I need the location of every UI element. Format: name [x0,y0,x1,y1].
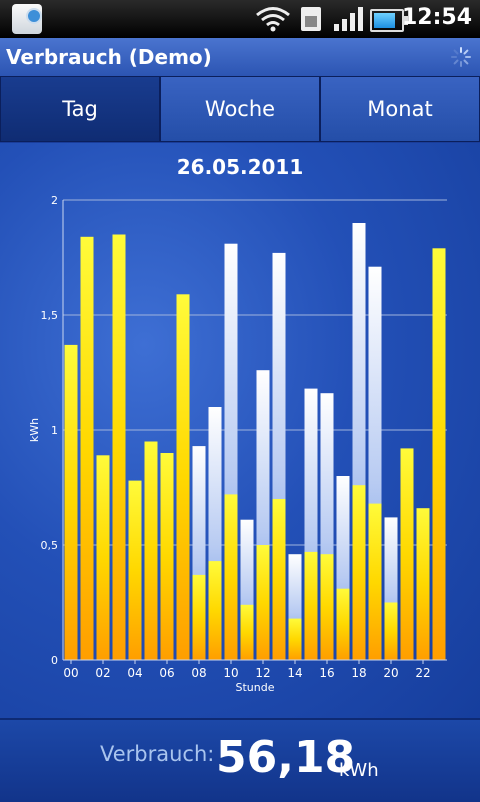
status-clock: 12:54 [401,5,472,30]
bar-primary [368,503,382,660]
status-bar: 12:54 [0,0,480,38]
bar-primary [384,602,398,660]
x-tick-label: 22 [415,666,430,680]
bar-primary [336,588,350,660]
bar-primary [400,448,414,660]
x-tick-label: 02 [95,666,110,680]
x-tick-label: 08 [191,666,206,680]
tab-monat[interactable]: Monat [320,76,480,142]
y-tick-label: 0 [51,654,58,667]
bar-primary [240,604,254,660]
app-title: Verbrauch (Demo) [6,45,212,69]
x-tick-label: 06 [159,666,174,680]
x-tick-label: 18 [351,666,366,680]
bar-primary [96,455,110,660]
chart-date: 26.05.2011 [176,155,304,179]
tab-tag[interactable]: Tag [0,76,160,142]
app-title-bar: Verbrauch (Demo) [0,38,480,77]
bar-primary [192,574,206,660]
bar-primary [64,344,78,660]
x-tick-label: 12 [255,666,270,680]
x-tick-label: 16 [319,666,334,680]
bar-primary [352,485,366,660]
total-consumption-value: 56,18 [216,732,356,783]
bar-primary [144,441,158,660]
bar-primary [416,508,430,660]
total-consumption-unit: kWh [339,760,379,781]
bar-primary [288,618,302,660]
y-axis-label: kWh [28,418,41,442]
bar-primary [112,234,126,660]
bar-primary [176,294,190,660]
spinner-icon [451,47,471,67]
signal-strength-icon [334,7,363,31]
total-consumption-label: Verbrauch: [100,742,215,766]
x-tick-label: 00 [63,666,78,680]
bar-primary [256,545,270,660]
wifi-icon [256,7,290,32]
bar-primary [320,554,334,660]
y-tick-label: 1 [51,424,58,437]
x-tick-label: 04 [127,666,142,680]
total-footer: Verbrauch: 56,18 kWh [0,718,480,802]
sim-card-icon [301,7,321,31]
x-axis-label: Stunde [236,681,275,694]
bar-primary [304,551,318,660]
chart-panel: 0 0,5 1 1,5 2 00 02 04 06 08 10 12 14 16 18 20 22 Stunde k… [0,143,480,718]
bar-primary [80,236,94,661]
y-tick-label: 1,5 [41,309,59,322]
period-tabs: Tag Woche Monat [0,76,480,142]
app-notification-icon [12,4,42,34]
y-tick-label: 2 [51,194,58,207]
bar-primary [432,248,446,661]
x-tick-label: 20 [383,666,398,680]
bar-primary [160,453,174,660]
x-tick-label: 14 [287,666,302,680]
bar-primary [272,499,286,660]
battery-icon [370,9,408,32]
bar-primary [224,494,238,660]
bar-primary [128,480,142,660]
tab-woche[interactable]: Woche [160,76,320,142]
consumption-chart: 0 0,5 1 1,5 2 00 02 04 06 08 10 12 14 16 18 20 22 Stunde k… [28,194,447,694]
y-tick-label: 0,5 [41,539,59,552]
x-tick-label: 10 [223,666,238,680]
bar-primary [208,561,222,660]
